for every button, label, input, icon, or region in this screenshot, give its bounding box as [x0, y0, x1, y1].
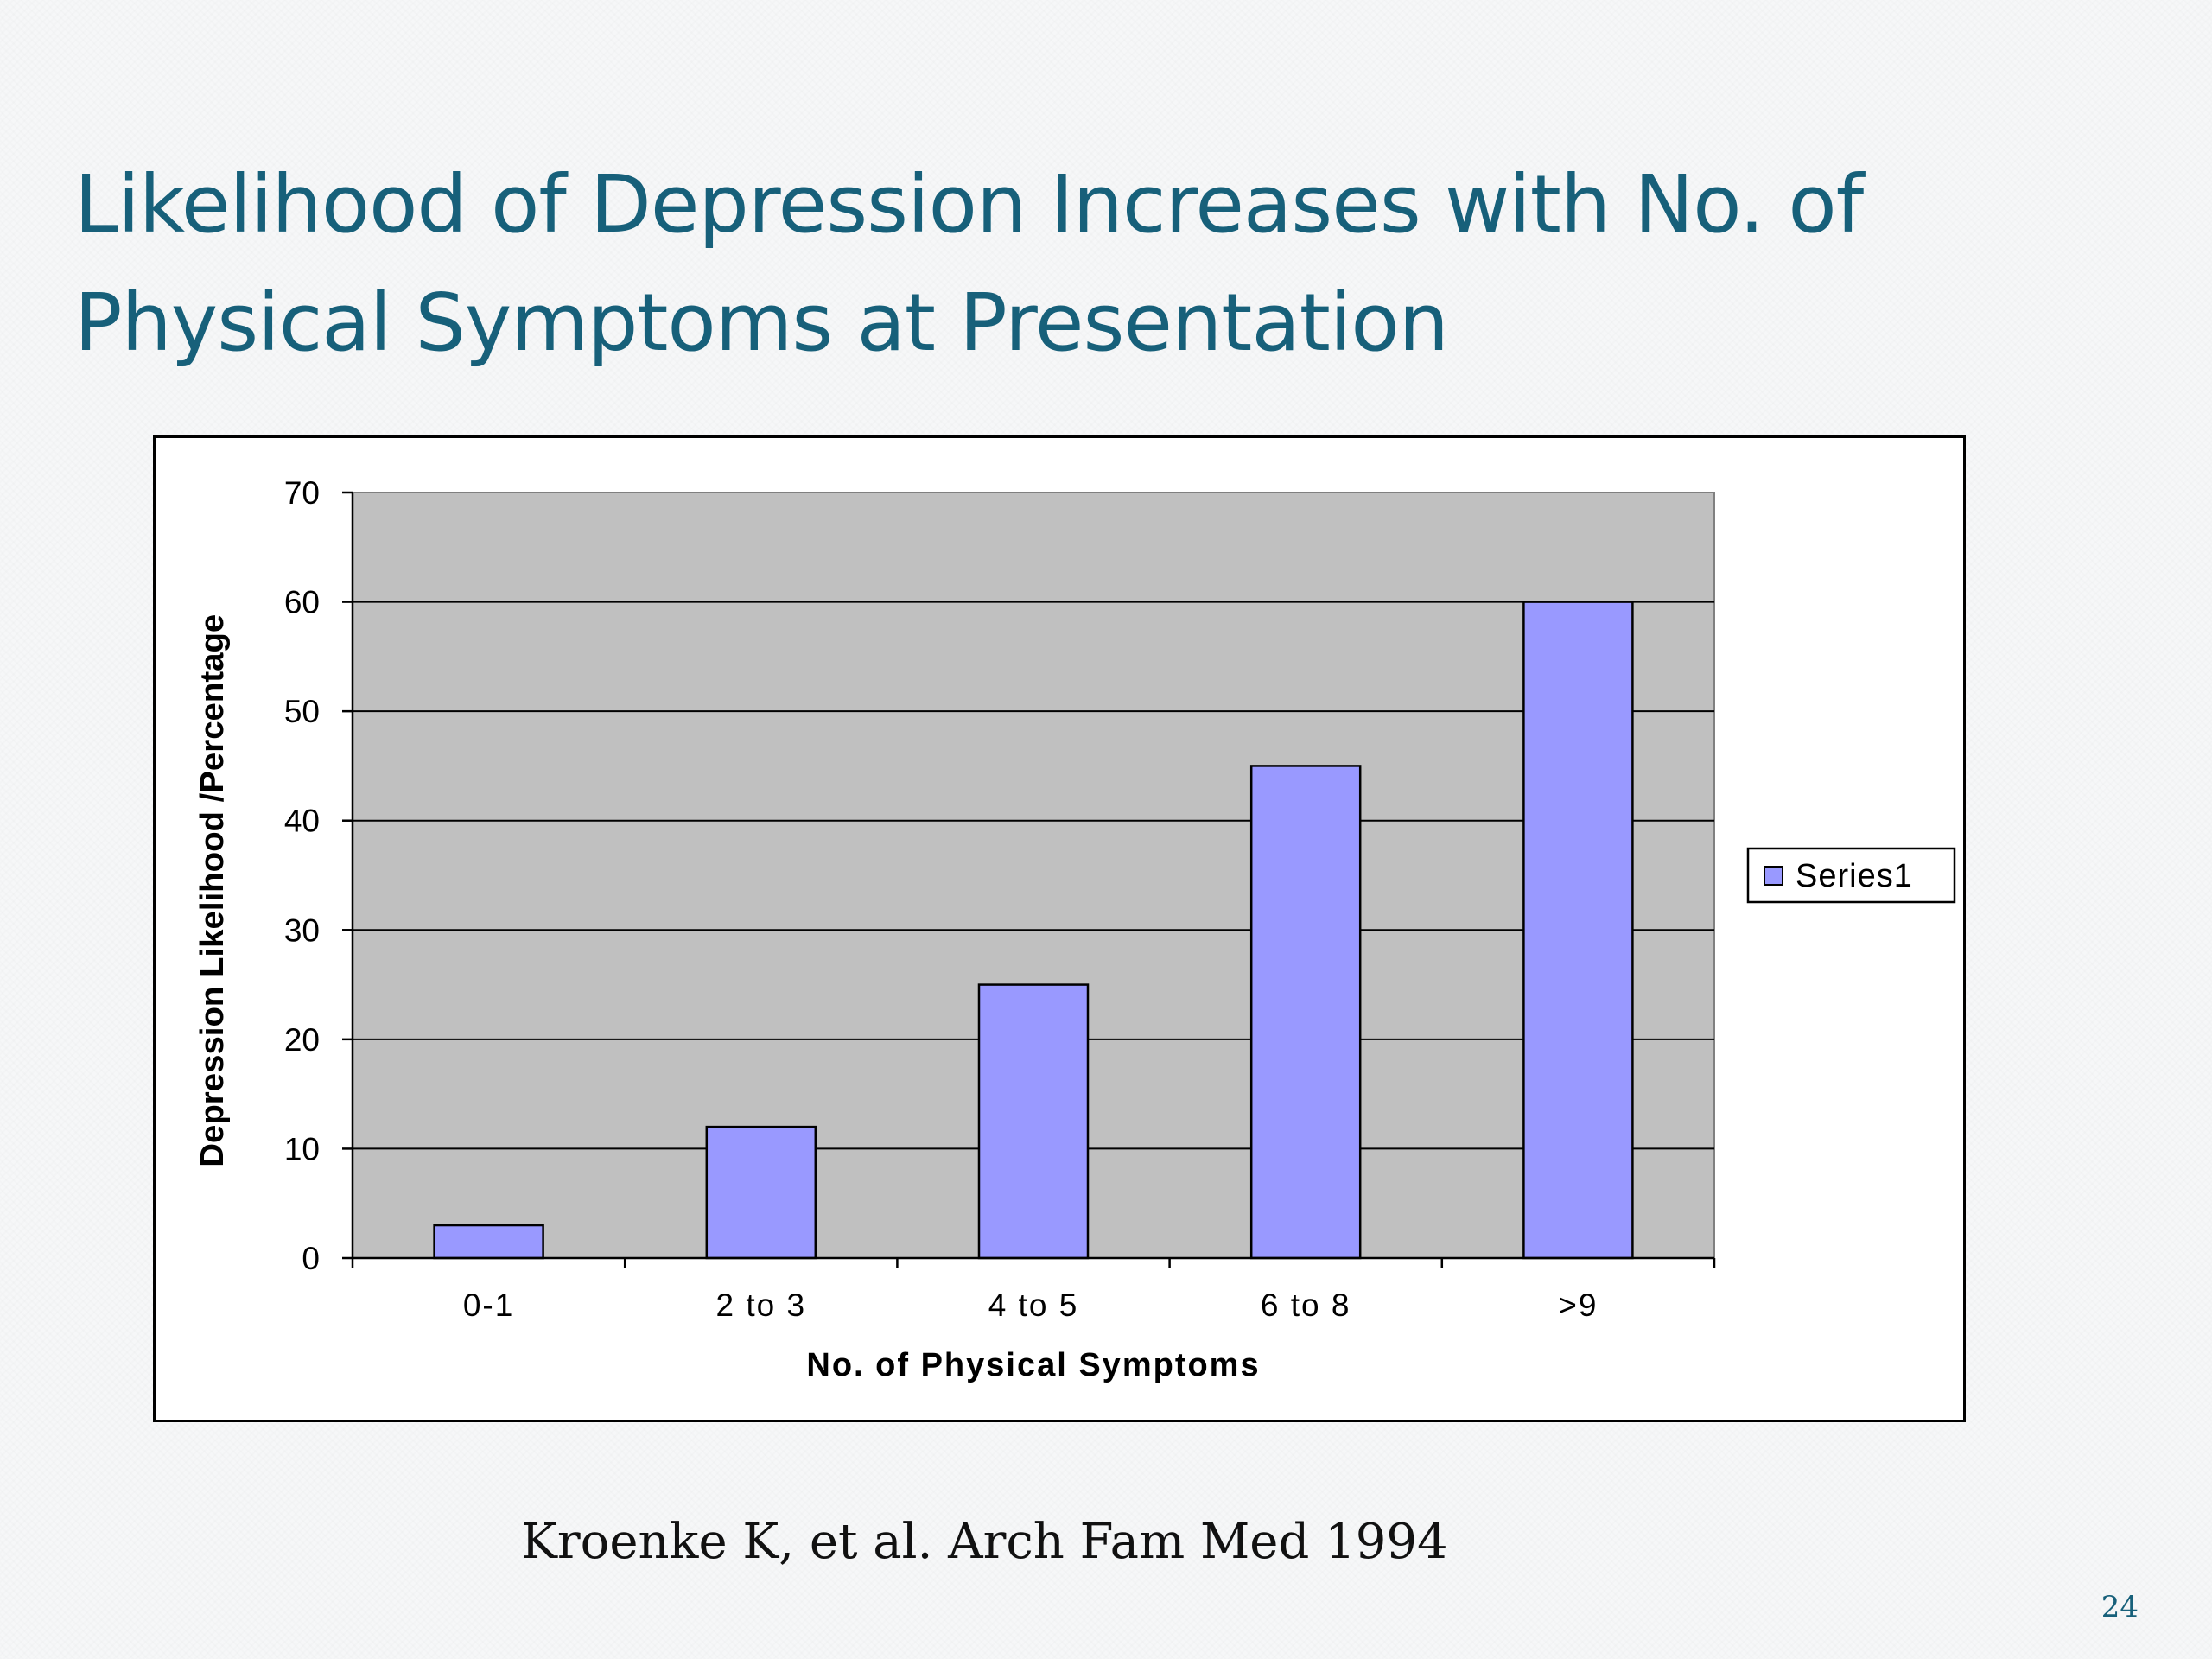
- y-tick-label: 40: [284, 804, 320, 839]
- x-tick-labels: 0-1 2 to 3 4 to 5 6 to 8 >9: [463, 1287, 1598, 1323]
- x-axis-title: No. of Physical Symptoms: [806, 1347, 1260, 1383]
- y-tick-label: 0: [302, 1241, 320, 1276]
- legend-swatch: [1764, 866, 1783, 886]
- x-tick-label: 0-1: [463, 1287, 514, 1323]
- y-axis-title: Depression Likelihood /Percentage: [194, 614, 231, 1167]
- y-tick-labels: 0 10 20 30 40 50 60 70: [284, 475, 320, 1276]
- y-tick-label: 30: [284, 912, 320, 948]
- axes: [342, 491, 1716, 1268]
- y-tick-label: 20: [284, 1022, 320, 1058]
- legend-label: Series1: [1796, 858, 1913, 894]
- x-tick-label: >9: [1558, 1287, 1598, 1323]
- bar: [705, 1125, 817, 1260]
- slide-title: Likelihood of Depression Increases with …: [74, 158, 1864, 369]
- bar: [977, 983, 1090, 1260]
- gridlines: [353, 492, 1714, 1150]
- y-tick-label: 60: [284, 585, 320, 620]
- bars: [433, 601, 1634, 1260]
- legend: Series1: [1746, 847, 1956, 904]
- bar: [1249, 765, 1362, 1260]
- page-number: 24: [2101, 1590, 2139, 1624]
- x-tick-label: 4 to 5: [988, 1287, 1079, 1323]
- x-tick-label: 6 to 8: [1261, 1287, 1351, 1323]
- x-tick-label: 2 to 3: [716, 1287, 807, 1323]
- y-tick-label: 10: [284, 1131, 320, 1166]
- bar: [433, 1224, 544, 1260]
- y-tick-label: 50: [284, 694, 320, 729]
- bar: [1522, 601, 1634, 1260]
- citation: Kroenke K, et al. Arch Fam Med 1994: [521, 1514, 1448, 1570]
- y-tick-label: 70: [284, 475, 320, 511]
